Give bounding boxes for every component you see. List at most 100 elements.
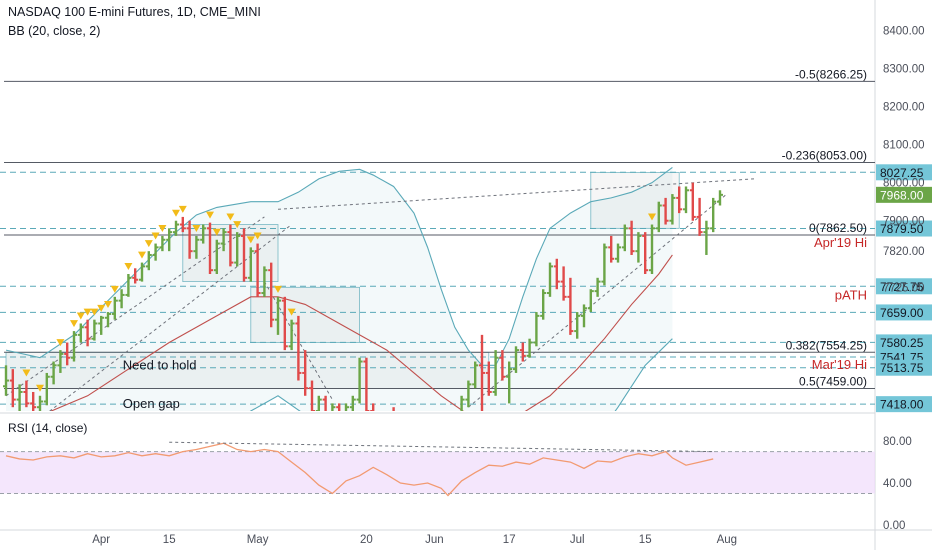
- signal-marker: [287, 308, 296, 316]
- ohlc-bar: [506, 361, 513, 404]
- bb-basis-line: [49, 254, 673, 411]
- ohlc-bar: [717, 190, 723, 206]
- price-tag-box: [876, 220, 932, 237]
- price-tag-box: [876, 359, 932, 376]
- ohlc-bar: [254, 243, 261, 297]
- ohlc-bar: [574, 312, 581, 339]
- time-tick-label: Jun: [425, 534, 444, 546]
- ohlc-bar: [689, 182, 696, 221]
- ohlc-bar: [499, 350, 506, 381]
- signal-marker: [36, 384, 44, 392]
- ohlc-bar: [567, 277, 574, 335]
- ohlc-bar: [227, 224, 234, 267]
- chart-annotation: Open gap: [123, 396, 180, 411]
- zone-box: [5, 351, 490, 389]
- trendline: [468, 193, 728, 408]
- ohlc-bar: [404, 419, 410, 449]
- ohlc-bar: [16, 384, 23, 411]
- ohlc-bar: [397, 419, 403, 453]
- ohlc-bar: [533, 312, 540, 347]
- ohlc-bar: [84, 319, 91, 347]
- chart-title: NASDAQ 100 E-mini Futures, 1D, CME_MINI: [8, 5, 261, 19]
- ohlc-bar: [247, 247, 254, 282]
- time-tick-label: 15: [163, 534, 176, 546]
- ohlc-bar: [173, 220, 179, 236]
- ohlc-bar: [615, 243, 621, 263]
- ohlc-bar: [553, 258, 560, 290]
- fib-level-label: 0.382(7554.25): [786, 338, 867, 352]
- ohlc-bar: [526, 338, 533, 358]
- time-tick-label: Aug: [717, 534, 737, 546]
- fib-level-label: -0.5(8266.25): [795, 67, 867, 81]
- time-tick-label: 15: [639, 534, 652, 546]
- ohlc-bar: [336, 403, 341, 411]
- ohlc-bar: [9, 369, 16, 408]
- ohlc-bar: [460, 395, 465, 411]
- ohlc-bar: [220, 228, 227, 252]
- rsi-pane: [0, 441, 875, 497]
- ohlc-bar: [125, 274, 132, 297]
- ohlc-bar: [302, 350, 309, 396]
- ohlc-bar: [472, 361, 479, 389]
- ohlc-bar: [105, 312, 111, 328]
- signal-marker: [178, 205, 187, 213]
- ohlc-bar: [628, 220, 635, 255]
- ohlc-bar: [696, 197, 703, 236]
- chart-annotation: pATH: [835, 287, 867, 302]
- signal-marker: [104, 301, 112, 309]
- ohlc-bar: [621, 224, 628, 252]
- time-tick-label: Jul: [570, 534, 585, 546]
- signal-marker: [151, 232, 160, 240]
- ohlc-bar: [118, 289, 125, 309]
- price-tick-label: 8200.00: [883, 102, 925, 114]
- ohlc-bar: [344, 403, 349, 411]
- signal-marker: [138, 251, 146, 259]
- ohlc-bar: [669, 194, 676, 225]
- signal-marker: [158, 224, 167, 232]
- price-tag-label: 8027.25: [880, 166, 924, 180]
- ohlc-bar: [676, 186, 683, 214]
- signal-marker: [124, 263, 133, 270]
- ohlc-bar: [479, 334, 485, 411]
- signal-marker: [172, 209, 180, 217]
- time-tick-label: 20: [360, 534, 373, 546]
- ohlc-bar: [363, 357, 370, 411]
- ohlc-bar: [3, 365, 9, 396]
- rsi-tick-label: 0.00: [883, 520, 905, 532]
- ohlc-bar: [322, 395, 327, 411]
- rsi-tick-label: 40.00: [883, 478, 912, 490]
- price-tag-label: 7879.50: [880, 222, 924, 236]
- ohlc-bar: [268, 262, 275, 328]
- chart-annotation: Apr'19 Hi: [814, 235, 867, 250]
- price-tag-label: 7727.75: [880, 280, 924, 294]
- signal-marker: [56, 339, 65, 347]
- ohlc-bar: [370, 403, 375, 411]
- signal-marker: [246, 236, 255, 244]
- ohlc-bar: [655, 201, 662, 233]
- ohlc-bar: [411, 419, 417, 457]
- price-tag-box: [876, 164, 932, 181]
- price-tag-box: [876, 304, 932, 321]
- current-price-label: 7968.00: [880, 188, 924, 202]
- ohlc-bar: [392, 407, 395, 411]
- price-tag-label: 7513.75: [880, 361, 924, 375]
- trendline: [5, 216, 265, 397]
- price-tag-box: [876, 396, 932, 413]
- signal-marker: [648, 213, 656, 221]
- ohlc-bar: [683, 186, 689, 214]
- rsi-trendline: [169, 441, 714, 453]
- price-tag-label: 7580.25: [880, 336, 924, 350]
- ohlc-bar: [635, 232, 642, 263]
- ohlc-bar: [241, 228, 247, 282]
- price-tick-label: 8100.00: [883, 140, 925, 152]
- ohlc-bar: [261, 266, 268, 297]
- ohlc-bar: [513, 346, 519, 373]
- chart-annotation: Need to hold: [123, 357, 197, 372]
- trendline: [277, 178, 755, 210]
- zone-box: [250, 286, 361, 343]
- ohlc-bar: [91, 319, 98, 341]
- price-tick-label: 7725.00: [883, 282, 925, 294]
- signal-marker: [97, 304, 106, 312]
